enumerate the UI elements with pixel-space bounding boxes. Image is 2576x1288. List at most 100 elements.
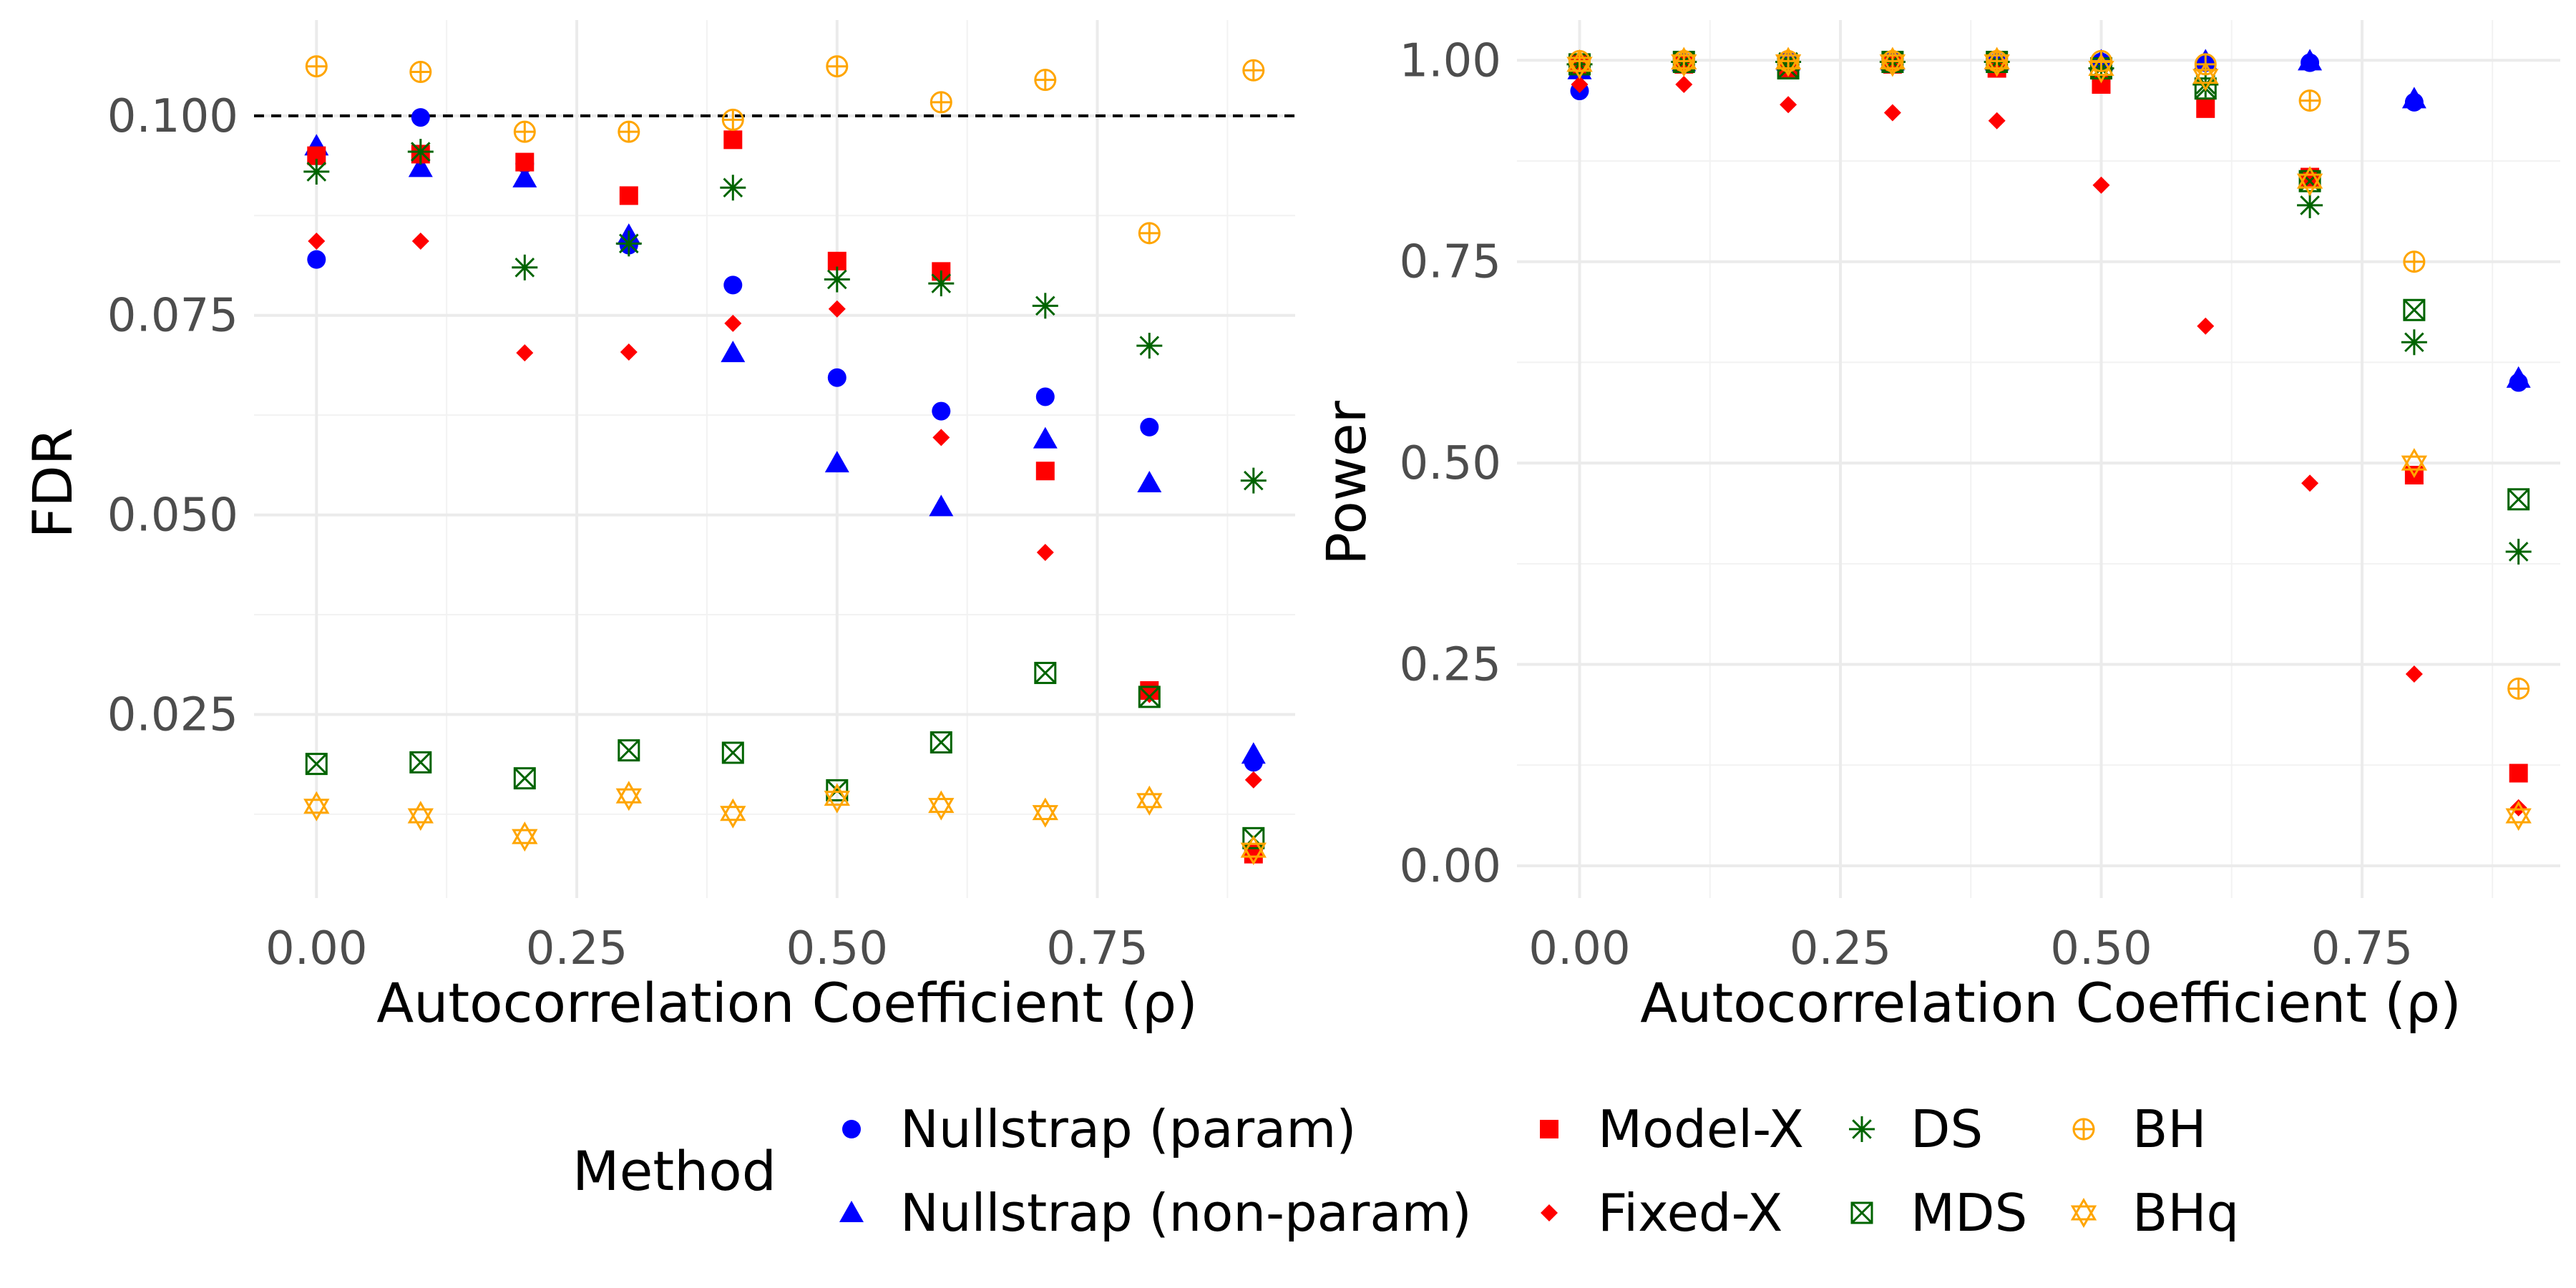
power-point bbox=[1775, 47, 1802, 77]
legend-label: DS bbox=[1911, 1099, 1983, 1159]
fdr-point bbox=[615, 230, 642, 257]
fdr-x-tick-label: 0.00 bbox=[265, 922, 368, 975]
fdr-y-tick-label: 0.100 bbox=[107, 90, 238, 143]
fdr-y-tick-label: 0.050 bbox=[107, 489, 238, 542]
fdr-point bbox=[1240, 467, 1267, 494]
power-y-tick-label: 0.50 bbox=[1400, 437, 1502, 490]
legend-item: BHq bbox=[2070, 1183, 2239, 1243]
power-point bbox=[2298, 89, 2321, 112]
fdr-point bbox=[1034, 69, 1057, 92]
fdr-point bbox=[721, 741, 744, 764]
fdr-point bbox=[1036, 544, 1054, 562]
power-point bbox=[1883, 104, 1901, 122]
legend-label: Fixed-X bbox=[1598, 1183, 1782, 1243]
legend-key-filled-circle bbox=[842, 1120, 861, 1138]
fdr-point bbox=[721, 108, 744, 131]
power-point bbox=[2507, 677, 2530, 700]
fdr-point bbox=[516, 344, 534, 362]
legend-label: BHq bbox=[2132, 1183, 2239, 1243]
power-x-tick-label: 0.75 bbox=[2311, 922, 2414, 975]
fdr-point bbox=[720, 175, 746, 201]
fdr-point bbox=[932, 401, 951, 421]
fdr-point bbox=[1138, 686, 1161, 708]
power-gridlines bbox=[1517, 20, 2560, 898]
fdr-point bbox=[723, 130, 743, 150]
power-x-tick-label: 0.25 bbox=[1790, 922, 1892, 975]
fdr-point bbox=[824, 783, 850, 814]
power-series-nullstrap-non-param bbox=[1567, 49, 2531, 388]
power-point bbox=[2298, 49, 2323, 71]
fdr-series-nullstrap-non-param bbox=[304, 134, 1266, 764]
fdr-point bbox=[1244, 771, 1262, 789]
fdr-point bbox=[409, 61, 432, 84]
fdr-series-bh bbox=[305, 55, 1265, 245]
legend-label: MDS bbox=[1911, 1183, 2027, 1243]
power-point bbox=[2509, 763, 2528, 783]
fdr-point bbox=[930, 91, 952, 114]
fdr-point bbox=[1032, 797, 1058, 828]
power-point bbox=[2296, 166, 2323, 197]
power-series-bhq bbox=[1566, 47, 2532, 831]
fdr-point bbox=[620, 343, 638, 361]
fdr-y-tick-label: 0.075 bbox=[107, 290, 238, 343]
fdr-point bbox=[1034, 661, 1057, 684]
fdr-point bbox=[1033, 426, 1058, 449]
power-series-mds bbox=[1568, 51, 2530, 511]
power-point bbox=[2405, 665, 2423, 683]
fdr-point bbox=[618, 739, 640, 762]
power-point bbox=[2401, 448, 2428, 479]
power-point bbox=[2088, 53, 2114, 84]
power-x-tick-label: 0.50 bbox=[2050, 922, 2152, 975]
fdr-series-nullstrap-param bbox=[307, 108, 1263, 772]
power-point bbox=[1566, 49, 1593, 79]
power-point bbox=[1780, 96, 1797, 114]
legend-key-filled-triangle bbox=[839, 1201, 864, 1222]
fdr-point bbox=[1138, 222, 1161, 245]
power-series-ds bbox=[1566, 49, 2532, 565]
fdr-point bbox=[307, 250, 326, 269]
fdr-point bbox=[615, 781, 642, 811]
power-panel: 0.00 0.25 0.50 0.75 0.00 0.25 0.50 0.75 1.00 bbox=[1400, 20, 2560, 975]
power-y-tick-label: 1.00 bbox=[1400, 34, 1502, 87]
fdr-point bbox=[513, 767, 536, 790]
power-point bbox=[2401, 87, 2426, 109]
legend-label: Nullstrap (non-param) bbox=[900, 1183, 1472, 1243]
fdr-point bbox=[1035, 462, 1055, 481]
fdr-point bbox=[826, 55, 849, 78]
power-series-nullstrap-param bbox=[1570, 52, 2528, 392]
fdr-y-tick-label: 0.025 bbox=[107, 688, 238, 741]
legend-key-filled-square bbox=[1540, 1120, 1558, 1138]
fdr-point bbox=[1240, 835, 1267, 866]
power-point bbox=[2401, 329, 2427, 356]
legend-label: Model-X bbox=[1598, 1099, 1804, 1159]
fdr-point bbox=[720, 798, 746, 829]
fdr-point bbox=[1241, 742, 1266, 764]
legend: Method Nullstrap (param) Nullstrap (non-p… bbox=[572, 1099, 2239, 1243]
legend-key-star-of-david bbox=[2070, 1197, 2097, 1229]
fdr-point bbox=[723, 275, 743, 295]
fdr-point bbox=[411, 232, 429, 250]
power-point bbox=[2505, 538, 2532, 565]
legend-title: Method bbox=[572, 1139, 776, 1203]
fdr-point bbox=[308, 232, 326, 250]
legend-item: BH bbox=[2072, 1099, 2207, 1159]
power-y-axis-title: Power bbox=[1314, 400, 1378, 565]
fdr-point bbox=[1140, 417, 1159, 436]
power-point bbox=[1568, 49, 1591, 72]
fdr-y-axis-title: FDR bbox=[21, 427, 84, 538]
power-point bbox=[2403, 250, 2426, 273]
legend-key-square-cross bbox=[1850, 1201, 1873, 1224]
power-point bbox=[2505, 801, 2532, 831]
legend-key-filled-diamond bbox=[1541, 1204, 1558, 1221]
fdr-series-model-x bbox=[307, 130, 1263, 864]
fdr-point bbox=[411, 108, 430, 127]
fdr-point bbox=[513, 120, 536, 143]
fdr-point bbox=[1242, 59, 1265, 82]
power-y-tick-label: 0.75 bbox=[1400, 236, 1502, 289]
power-y-tick-label: 0.00 bbox=[1400, 840, 1502, 893]
fdr-point bbox=[618, 120, 640, 143]
legend-key-asterisk bbox=[1849, 1116, 1875, 1142]
fdr-series-fixed-x bbox=[308, 232, 1262, 789]
fdr-gridlines bbox=[254, 20, 1295, 898]
